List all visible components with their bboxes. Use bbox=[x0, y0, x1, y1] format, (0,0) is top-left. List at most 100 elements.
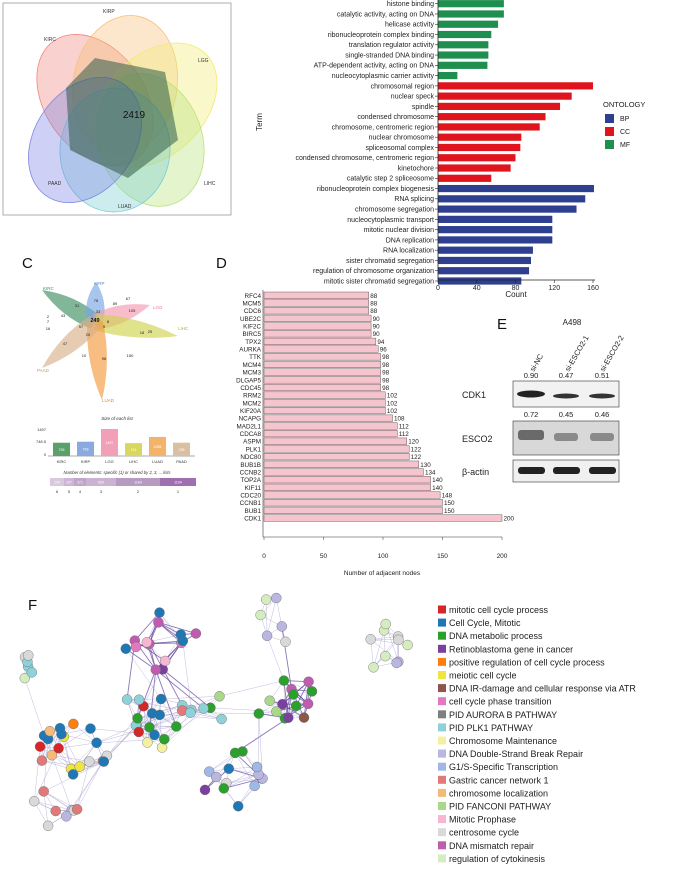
upset-ytick-top: 1497 bbox=[37, 427, 47, 432]
hub-value-label: 200 bbox=[504, 516, 515, 523]
network-legend-swatch bbox=[438, 657, 446, 666]
go-bar bbox=[438, 256, 531, 265]
network-node bbox=[149, 729, 160, 741]
network-node bbox=[46, 750, 58, 761]
go-term-label: chromosome, centromeric region bbox=[332, 124, 434, 131]
network-node bbox=[276, 621, 287, 632]
go-bar bbox=[438, 10, 504, 18]
go-bar bbox=[438, 71, 458, 80]
flower-region-value: 105 bbox=[129, 308, 136, 313]
network-edges bbox=[24, 597, 408, 826]
network-legend-label: cell cycle phase transition bbox=[449, 697, 552, 707]
network-node bbox=[153, 617, 164, 628]
hub-bar bbox=[263, 399, 386, 407]
go-term-label: mitotic nuclear division bbox=[364, 227, 435, 234]
hub-gene-label: CDC20 bbox=[240, 492, 261, 499]
go-bar bbox=[438, 174, 492, 182]
go-bar bbox=[438, 113, 546, 121]
network-node bbox=[251, 761, 263, 773]
network-node bbox=[142, 737, 153, 748]
network-node bbox=[253, 708, 264, 719]
go-term-label: ribonucleoprotein complex binding bbox=[328, 32, 434, 39]
network-edge bbox=[76, 761, 90, 810]
cdk1-ratio-3: 0.51 bbox=[595, 371, 610, 380]
hub-bar bbox=[263, 437, 408, 445]
flower-label-lgg: LGG bbox=[153, 305, 163, 310]
go-bar bbox=[438, 246, 533, 254]
hub-value-label: 130 bbox=[420, 462, 431, 469]
hub-bar bbox=[263, 383, 381, 392]
network-edge bbox=[266, 597, 277, 636]
network-node bbox=[44, 726, 55, 737]
go-xticks: 0 40 80 120 160 bbox=[436, 280, 599, 292]
network-edge bbox=[43, 791, 49, 826]
network-edge bbox=[134, 612, 160, 641]
hub-bar bbox=[263, 514, 503, 522]
hub-value-label: 94 bbox=[377, 339, 385, 346]
network-legend-swatch bbox=[438, 671, 446, 679]
hub-gene-label: CDC45 bbox=[240, 385, 261, 392]
go-bar bbox=[438, 143, 521, 152]
network-edge bbox=[162, 669, 211, 709]
network-legend-label: DNA metabolic process bbox=[449, 631, 543, 641]
network-edge bbox=[281, 626, 292, 690]
network-node bbox=[67, 769, 79, 780]
hub-value-label: 140 bbox=[432, 477, 443, 484]
network-legend-swatch bbox=[438, 802, 446, 810]
network-node bbox=[288, 689, 299, 700]
flower-region-value: 20 bbox=[86, 332, 91, 337]
cdk1-ratio-1: 0.90 bbox=[524, 371, 539, 380]
network-legend-label: G1/S-Specific Transcription bbox=[449, 762, 558, 772]
network-legend-label: Mitotic Prophase bbox=[449, 815, 516, 825]
network-node bbox=[91, 737, 102, 748]
esco2-ratio-3: 0.46 bbox=[595, 410, 610, 419]
hub-gene-label: CDCA8 bbox=[240, 431, 262, 438]
network-node bbox=[380, 650, 391, 662]
network-node bbox=[402, 639, 413, 651]
network-node bbox=[271, 592, 282, 604]
go-bar bbox=[438, 51, 489, 59]
hub-xtick-label: 0 bbox=[262, 553, 266, 560]
blot-label-cdk1: CDK1 bbox=[462, 390, 486, 400]
hub-bar bbox=[263, 422, 398, 430]
hub-value-label: 90 bbox=[373, 331, 381, 338]
network-edge bbox=[34, 800, 72, 811]
hub-value-label: 88 bbox=[370, 293, 378, 300]
western-blot: A498 si-NC si-ESCO2-1 si-ESCO2-2 0.90 0.… bbox=[462, 318, 626, 483]
venn-label-paad: PAAD bbox=[48, 181, 62, 187]
network-node bbox=[218, 783, 230, 794]
network-node bbox=[141, 637, 153, 648]
network-legend-swatch bbox=[438, 723, 446, 732]
hub-gene-label: TTK bbox=[249, 354, 262, 361]
network-node bbox=[380, 618, 391, 630]
legend-label-bp: BP bbox=[620, 116, 630, 123]
flower-region-value: 8 bbox=[107, 319, 110, 324]
hub-value-label: 120 bbox=[408, 439, 419, 446]
network-legend-label: Chromosome Maintenance bbox=[449, 736, 557, 746]
upset-bar-value: 738 bbox=[179, 448, 185, 452]
upset-bar-value: 736 bbox=[59, 448, 65, 452]
network-legend-label: DNA mismatch repair bbox=[449, 841, 534, 851]
hub-bar bbox=[263, 468, 424, 476]
hub-gene-label: KIF11 bbox=[245, 485, 262, 492]
go-bar bbox=[438, 133, 522, 141]
hub-bar bbox=[263, 506, 443, 514]
venn-label-kirp: KIRP bbox=[103, 9, 115, 15]
network-edge bbox=[223, 778, 263, 789]
network-legend-swatch bbox=[438, 788, 446, 797]
band-actin-3 bbox=[589, 467, 616, 474]
go-term-label: ATP-dependent activity, acting on DNA bbox=[314, 63, 435, 70]
go-xlabel: Count bbox=[505, 290, 527, 299]
hub-gene-label: ASPM bbox=[243, 439, 261, 446]
network-node bbox=[150, 664, 162, 675]
network-legend-swatch bbox=[438, 815, 446, 824]
hub-bar bbox=[263, 476, 431, 484]
upset-strip-value: 6 bbox=[56, 489, 59, 494]
flower-petal-lihc bbox=[93, 314, 178, 338]
flower-petal-kirc bbox=[42, 290, 100, 329]
hub-bar bbox=[263, 499, 443, 507]
hub-value-label: 98 bbox=[382, 385, 390, 392]
flower-region-value: 10 bbox=[82, 353, 87, 358]
panel-label-f: F bbox=[28, 597, 37, 614]
hub-gene-label: UBE2C bbox=[240, 316, 261, 323]
